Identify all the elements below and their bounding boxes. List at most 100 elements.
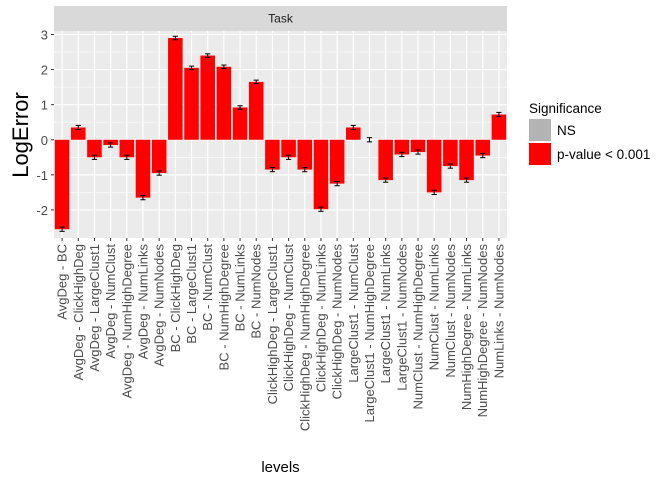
bar [443, 139, 458, 167]
error-bar [480, 152, 486, 159]
error-bar [253, 79, 259, 85]
error-bar [463, 177, 470, 183]
x-tick-label: LargeClust1 - NumClust [346, 244, 361, 383]
bar [329, 139, 345, 184]
bar [135, 139, 151, 198]
bar [378, 139, 393, 181]
bar [168, 38, 183, 140]
error-bar [108, 142, 114, 148]
bar [87, 139, 102, 158]
bar [313, 139, 329, 210]
error-bar [431, 189, 437, 195]
y-tick-label: 3 [41, 28, 48, 43]
error-bar [188, 65, 195, 71]
error-bar [302, 166, 308, 173]
x-tick-label: AvgDeg - BC [55, 244, 70, 320]
y-axis-title: LogError [8, 92, 33, 178]
y-tick-label: -2 [36, 203, 48, 218]
bar [184, 67, 199, 140]
error-bar [156, 170, 162, 176]
bars [54, 38, 507, 230]
x-tick-label: ClickHighDeg - NumHighDegree [297, 244, 312, 431]
legend-label-ns: NS [557, 123, 576, 138]
x-tick-label: NumClust - NumNodes [443, 244, 458, 378]
x-tick-label: AvgDeg - NumLinks [135, 244, 150, 360]
legend-title: Significance [529, 101, 602, 116]
bar [297, 139, 313, 170]
bar [410, 139, 426, 153]
bar [216, 66, 232, 140]
error-bar [350, 124, 356, 131]
x-tick-label: NumHighDegree - NumLinks [459, 244, 474, 411]
x-tick-label: AvgDeg - NumClust [103, 244, 118, 359]
error-bar [383, 177, 389, 183]
x-tick-label: BC - NumHighDegree [216, 244, 231, 370]
error-bar [415, 149, 421, 155]
x-tick-label: ClickHighDeg - NumClust [281, 244, 296, 392]
error-bar [124, 154, 130, 160]
error-bar [496, 111, 502, 118]
bar [346, 127, 361, 140]
error-bar [269, 166, 276, 173]
x-tick-label: LargeClust1 - NumHighDegree [362, 244, 377, 422]
error-bar [59, 226, 65, 232]
x-tick-label: NumClust - NumHighDegree [411, 244, 426, 409]
y-tick-label: 2 [41, 63, 48, 78]
x-tick-label: BC - NumLinks [233, 244, 248, 332]
x-tick-label: LargeClust1 - NumNodes [394, 244, 409, 391]
x-axis: AvgDeg - BC AvgDeg - ClickHighDeg AvgDeg -… [55, 238, 506, 431]
y-tick-label: 0 [41, 133, 48, 148]
error-bar [334, 181, 340, 187]
bar [54, 139, 70, 230]
bar [426, 139, 442, 193]
error-bar [399, 151, 405, 158]
facet-label: Task [268, 12, 294, 26]
x-tick-label: NumHighDegree - NumNodes [475, 244, 490, 418]
bar [70, 127, 86, 140]
y-tick-label: -1 [36, 168, 48, 183]
bar [459, 139, 474, 181]
bar [119, 139, 135, 158]
x-tick-label: ClickHighDeg - NumNodes [330, 244, 345, 400]
error-bar [205, 53, 211, 58]
error-bar [75, 124, 81, 131]
bar [491, 114, 507, 140]
x-tick-label: LargeClust1 - NumLinks [378, 244, 393, 384]
x-axis-title: levels [261, 459, 299, 476]
bar [232, 107, 248, 140]
error-bar [318, 206, 324, 212]
y-axis: -2 -1 0 1 2 3 [36, 28, 54, 218]
x-tick-label: BC - NumNodes [249, 244, 264, 339]
legend: Significance NS p-value < 0.001 [529, 101, 650, 165]
error-bar [221, 64, 227, 70]
bar [281, 139, 296, 158]
x-tick-label: ClickHighDeg - NumLinks [313, 244, 328, 393]
bar [394, 139, 410, 155]
bar [265, 139, 280, 170]
x-tick-label: BC - ClickHighDeg [168, 244, 183, 352]
legend-key-ns [529, 119, 551, 141]
x-tick-label: NumClust - NumLinks [427, 244, 442, 371]
x-tick-label: AvgDeg - LargeClust1 [87, 244, 102, 372]
error-bar [172, 35, 178, 41]
error-bar [285, 154, 292, 160]
error-bar [140, 195, 146, 201]
error-bar [91, 154, 98, 160]
error-bar [237, 105, 243, 110]
x-tick-label: AvgDeg - NumHighDegree [119, 244, 134, 398]
x-tick-label: AvgDeg - NumNodes [152, 244, 167, 367]
bar [200, 55, 215, 140]
error-bars [59, 35, 502, 232]
y-tick-label: 1 [41, 98, 48, 113]
facet-strip [54, 6, 507, 31]
bar [248, 81, 264, 140]
legend-label-significant: p-value < 0.001 [557, 147, 650, 162]
x-tick-label: BC - LargeClust1 [184, 244, 199, 344]
x-tick-label: BC - NumClust [200, 244, 215, 331]
x-tick-label: ClickHighDeg - LargeClust1 [265, 244, 280, 404]
x-tick-label: AvgDeg - ClickHighDeg [71, 244, 86, 380]
legend-key-significant [529, 143, 551, 165]
bar [103, 139, 118, 146]
bar [151, 139, 167, 174]
